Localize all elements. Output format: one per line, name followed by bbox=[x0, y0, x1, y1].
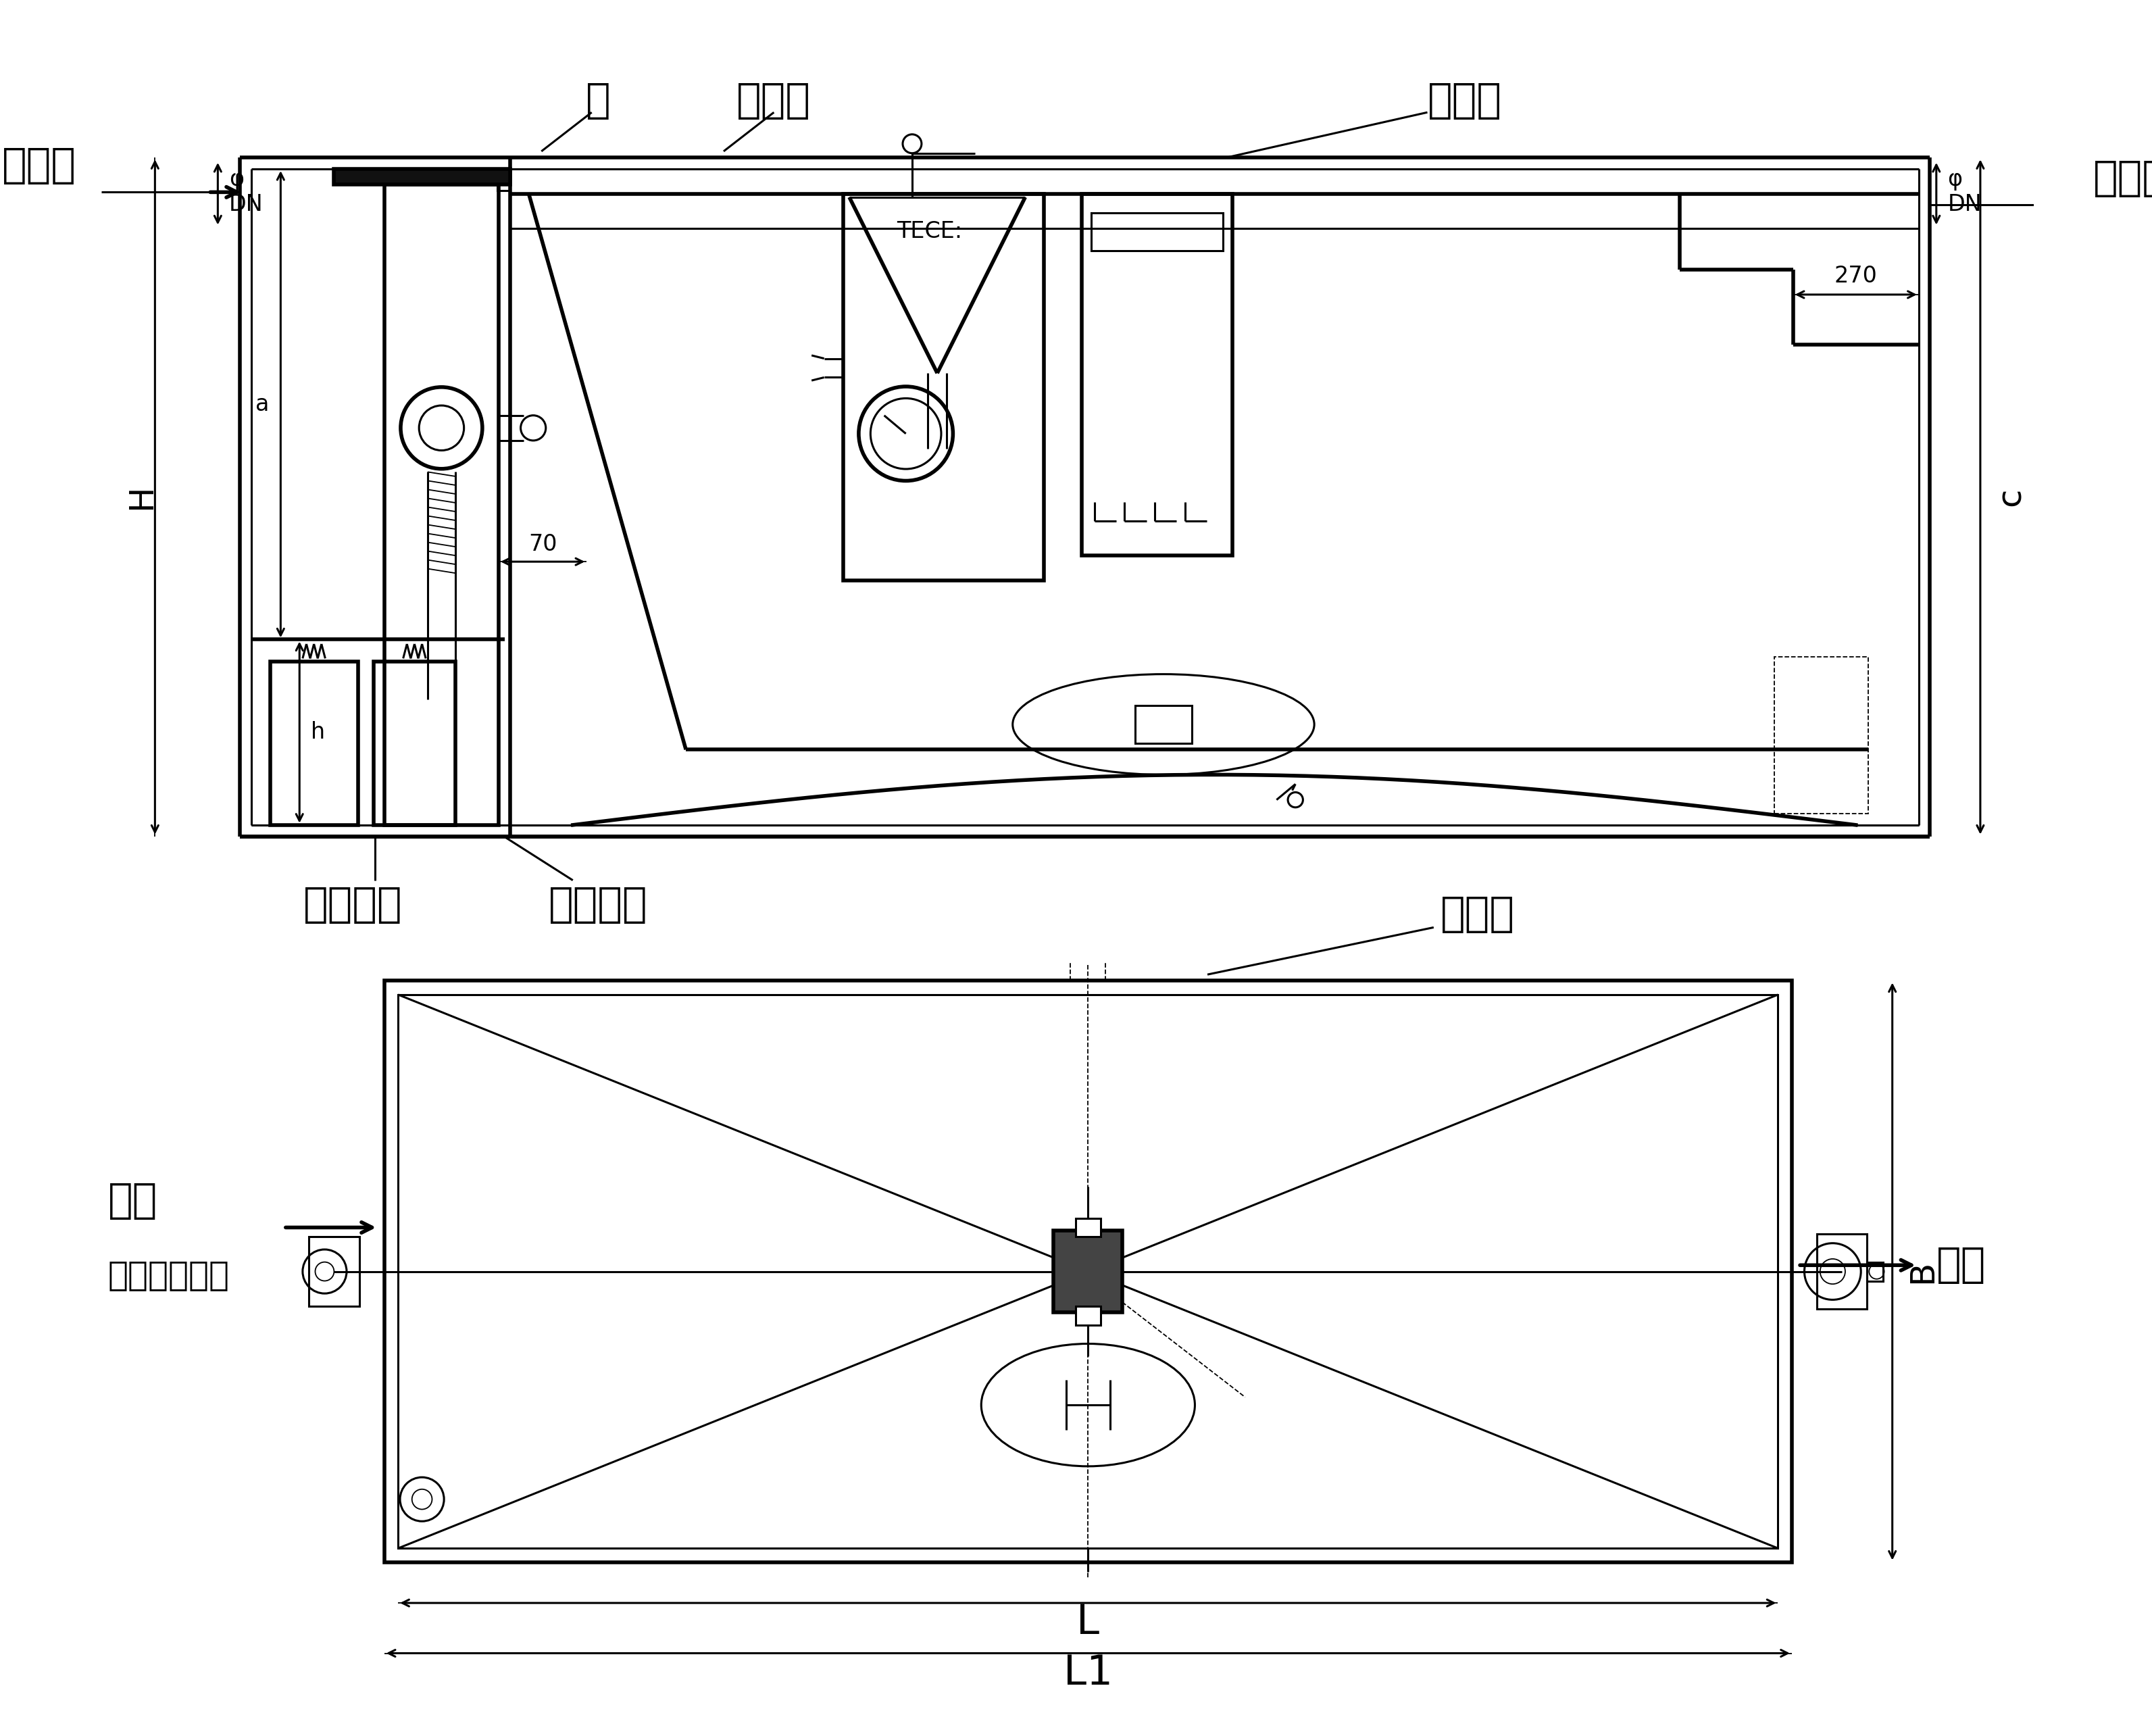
Text: 出水口: 出水口 bbox=[2094, 158, 2152, 198]
Text: φ: φ bbox=[1948, 168, 1963, 191]
Bar bbox=[1868, 1262, 1883, 1281]
Text: TECE:: TECE: bbox=[897, 220, 962, 243]
Text: 控制箱: 控制箱 bbox=[1429, 82, 1502, 122]
Text: L: L bbox=[1076, 1602, 1100, 1642]
Text: c: c bbox=[1995, 488, 2027, 507]
Text: h: h bbox=[310, 720, 325, 743]
Bar bbox=[1076, 1219, 1100, 1238]
Text: a: a bbox=[256, 392, 269, 415]
Bar bbox=[310, 1238, 359, 1305]
Circle shape bbox=[497, 172, 501, 177]
Text: 通气管: 通气管 bbox=[1440, 894, 1515, 934]
Bar bbox=[385, 981, 1793, 1562]
Text: H: H bbox=[125, 484, 157, 510]
Bar bbox=[374, 661, 456, 825]
Bar bbox=[844, 194, 1044, 580]
Text: 盖: 盖 bbox=[585, 82, 611, 122]
Text: 出水: 出水 bbox=[1937, 1245, 1986, 1285]
Text: L1: L1 bbox=[1063, 1653, 1113, 1693]
Bar bbox=[1136, 705, 1192, 743]
Bar bbox=[1054, 1231, 1123, 1312]
Circle shape bbox=[501, 172, 508, 177]
Bar bbox=[1816, 1234, 1868, 1309]
Text: 废渣收集: 废渣收集 bbox=[549, 885, 648, 925]
Bar bbox=[1091, 214, 1222, 250]
Bar bbox=[1076, 1305, 1100, 1325]
Text: 观察窗: 观察窗 bbox=[736, 82, 811, 122]
Text: DN: DN bbox=[228, 194, 263, 215]
Text: 入水: 入水 bbox=[108, 1180, 157, 1220]
Text: 入水口: 入水口 bbox=[2, 146, 77, 186]
Bar bbox=[385, 184, 499, 825]
Text: φ: φ bbox=[228, 168, 243, 191]
Bar bbox=[497, 168, 510, 191]
Text: 入水方向向右: 入水方向向右 bbox=[108, 1259, 230, 1292]
Bar bbox=[1773, 656, 1868, 814]
Text: DN: DN bbox=[1948, 194, 1982, 215]
Bar bbox=[1082, 194, 1233, 556]
Bar bbox=[269, 661, 357, 825]
Text: 油脂收集: 油脂收集 bbox=[303, 885, 402, 925]
Text: B: B bbox=[1907, 1260, 1939, 1283]
Bar bbox=[398, 995, 1778, 1549]
Text: 270: 270 bbox=[1834, 264, 1877, 286]
Bar bbox=[334, 168, 510, 184]
Text: 70: 70 bbox=[527, 533, 557, 556]
